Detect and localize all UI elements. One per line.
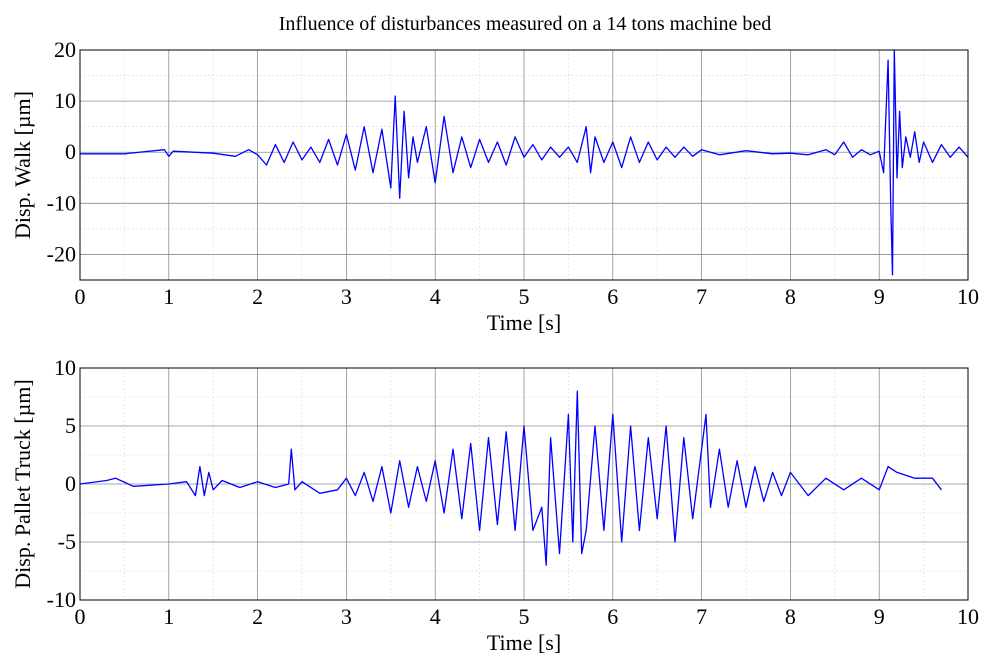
x-tick-label: 8 [785,604,796,629]
plot-frame [79,367,969,601]
x-axis-label: Time [s] [487,630,561,655]
x-tick-label: 8 [785,284,796,309]
y-tick-label: 5 [65,413,76,438]
y-tick-label: -10 [47,587,76,612]
y-axis-label: Disp. Walk [µm] [10,91,35,239]
figure-title: Influence of disturbances measured on a … [279,13,772,35]
x-tick-label: 5 [519,604,530,629]
x-tick-label: 10 [957,284,979,309]
x-tick-label: 3 [341,604,352,629]
x-tick-label: 5 [519,284,530,309]
major-grid [79,49,969,280]
pallet-truck-plot: 0 1 2 3 4 5 6 7 8 9 10 10 5 0 -5 -10 Time [s] Disp. Palle… [10,355,979,655]
x-tick-label: 7 [696,604,707,629]
y-tick-label: 0 [65,471,76,496]
x-tick-label: 0 [75,284,86,309]
plot-frame [79,49,969,281]
x-tick-label: 2 [252,604,263,629]
y-axis-label: Disp. Pallet Truck [µm] [10,379,35,588]
x-tick-label: 1 [163,284,174,309]
series-line [79,390,942,566]
y-tick-label: 20 [54,37,76,62]
y-tick-label: -10 [47,190,76,215]
y-tick-label: -5 [58,529,76,554]
x-tick-label: 9 [874,604,885,629]
x-tick-label: 2 [252,284,263,309]
x-axis-label: Time [s] [487,310,561,335]
walk-plot: 0 1 2 3 4 5 6 7 8 9 10 20 10 0 -10 -20 Time [s] Disp. Wal… [10,37,979,335]
x-tick-label: 4 [430,284,441,309]
y-tick-label: 0 [65,139,76,164]
y-tick-label: -20 [47,241,76,266]
x-tick-label: 6 [607,284,618,309]
x-tick-label: 4 [430,604,441,629]
y-tick-label: 10 [54,88,76,113]
x-tick-label: 3 [341,284,352,309]
x-tick-label: 0 [75,604,86,629]
x-tick-label: 6 [607,604,618,629]
x-tick-label: 9 [874,284,885,309]
series-line [80,49,969,276]
x-tick-label: 7 [696,284,707,309]
x-tick-label: 10 [957,604,979,629]
y-tick-label: 10 [54,355,76,380]
x-tick-label: 1 [163,604,174,629]
